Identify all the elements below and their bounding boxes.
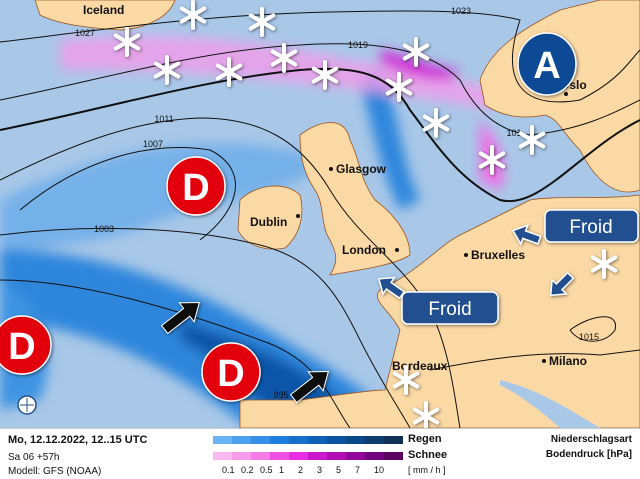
color-swatch <box>232 452 251 460</box>
legend: Mo, 12.12.2022, 12..15 UTC Sa 06 +57h Mo… <box>0 428 640 479</box>
color-swatch <box>232 436 251 444</box>
scale-tick: 10 <box>374 465 385 475</box>
froid-label: Froid <box>569 217 612 238</box>
color-swatch <box>365 452 384 460</box>
color-swatch <box>289 436 308 444</box>
high-pressure-label: A <box>533 45 560 87</box>
snowflake-icon <box>590 249 618 279</box>
low-pressure-label: D <box>182 167 209 209</box>
snowflakes <box>113 0 618 428</box>
globe-icon[interactable] <box>17 395 37 415</box>
city-dublin: Dublin <box>250 215 287 229</box>
legend-title-precip: Niederschlagsart <box>550 434 632 445</box>
snowflake-icon <box>385 72 413 102</box>
color-swatch <box>327 452 346 460</box>
scale-tick: 5 <box>336 465 342 475</box>
color-swatch <box>346 452 365 460</box>
scale-tick: 2 <box>298 465 304 475</box>
low-pressure-marker <box>201 342 261 402</box>
snow-color-scale <box>213 452 403 460</box>
low-pressure-label: D <box>8 326 35 368</box>
snowflake-icon <box>402 37 430 67</box>
city-bruxelles: Bruxelles <box>471 248 525 262</box>
low-pressure-marker <box>166 156 226 216</box>
legend-title-pressure: Bodendruck [hPa] <box>545 449 632 460</box>
ireland <box>237 185 303 250</box>
flow-arrow-icon <box>289 370 329 404</box>
iceland <box>34 0 176 31</box>
low-pressure-label: D <box>217 353 244 395</box>
great-britain <box>299 122 411 276</box>
city-bordeaux: Bordeaux <box>392 359 448 373</box>
isobar-label: 1027 <box>75 28 95 38</box>
froid-label: Froid <box>428 299 471 320</box>
color-swatch <box>213 436 232 444</box>
snowflake-icon <box>311 60 339 90</box>
rain-color-scale <box>213 436 403 444</box>
snowflake-icon <box>392 365 420 395</box>
snowflake-icon <box>518 125 546 155</box>
low-pressure-marker <box>0 315 52 375</box>
color-swatch <box>384 452 403 460</box>
color-swatch <box>213 452 232 460</box>
city-glasgow: Glasgow <box>336 162 387 176</box>
snowflake-icon <box>422 108 450 138</box>
city-london: London <box>342 243 386 257</box>
isobar-label: 995 <box>273 390 288 400</box>
color-swatch <box>251 436 270 444</box>
snowflake-icon <box>113 27 141 57</box>
scale-tick: 1 <box>279 465 285 475</box>
isobar-label: 1019 <box>348 40 368 50</box>
froid-box <box>544 209 639 243</box>
color-swatch <box>384 436 403 444</box>
color-swatch <box>308 436 327 444</box>
scale-tick: 0.5 <box>260 465 273 475</box>
isobar-label: 1007 <box>143 139 163 149</box>
model-run: Sa 06 +57h <box>8 452 60 463</box>
snow-label: Schnee <box>408 449 448 461</box>
forecast-date: Mo, 12.12.2022, 12..15 UTC <box>8 434 148 446</box>
scale-tick: 0.2 <box>241 465 254 475</box>
cold-arrow-icon <box>549 271 575 297</box>
cold-arrow-icon <box>377 276 406 300</box>
scale-tick: 7 <box>355 465 361 475</box>
unit-label: [ mm / h ] <box>408 465 446 475</box>
isobar-label: 1003 <box>94 224 114 234</box>
city-milano: Milano <box>549 354 587 368</box>
snowflake-icon <box>179 0 207 30</box>
color-swatch <box>327 436 346 444</box>
high-pressure-marker <box>517 32 577 96</box>
color-swatch <box>270 452 289 460</box>
snowflake-icon <box>412 401 440 428</box>
scandinavia <box>479 0 640 193</box>
isobar-label: 1015 <box>579 332 599 342</box>
rain-label: Regen <box>408 433 442 445</box>
isobar-label: 1011 <box>154 114 173 124</box>
country-label-iceland: Iceland <box>83 3 124 17</box>
model-name: Modell: GFS (NOAA) <box>8 466 102 477</box>
isobar-label: 1023 <box>451 6 471 16</box>
flow-arrow-icon <box>160 301 200 335</box>
color-swatch <box>289 452 308 460</box>
color-swatch <box>251 452 270 460</box>
scale-tick: 0.1 <box>222 465 235 475</box>
color-swatch <box>270 436 289 444</box>
snowflake-icon <box>248 7 276 37</box>
snowflake-icon <box>478 145 506 175</box>
isobars <box>0 10 640 428</box>
color-swatch <box>365 436 384 444</box>
color-swatch <box>308 452 327 460</box>
weather-map: 1027 1023 1019 1011 1007 1003 995 1015 1… <box>0 0 640 428</box>
snowflake-icon <box>270 43 298 73</box>
snowflake-icon <box>215 57 243 87</box>
isobar-label: 101 <box>506 128 521 138</box>
color-swatch <box>346 436 365 444</box>
froid-box <box>401 291 499 325</box>
scale-tick: 3 <box>317 465 323 475</box>
cold-arrow-icon <box>511 223 542 246</box>
snowflake-icon <box>153 55 181 85</box>
